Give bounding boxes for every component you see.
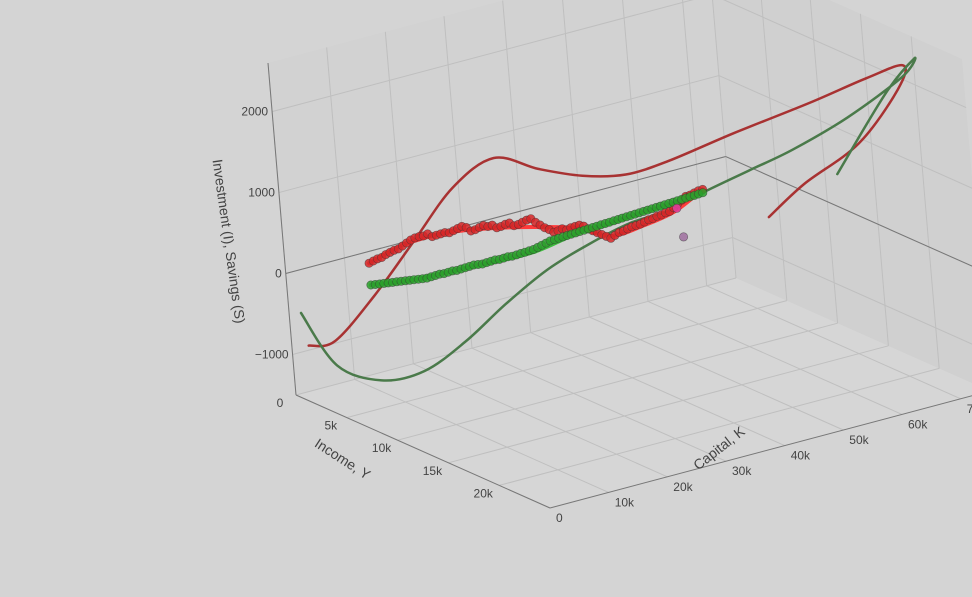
x-grid-line bbox=[859, 13, 889, 346]
y-axis-line bbox=[549, 395, 972, 509]
x-grid-line bbox=[295, 277, 737, 396]
y-grid-line bbox=[384, 31, 414, 364]
z-axis-title: Investment (I), Savings (S) bbox=[209, 158, 248, 324]
y-tick-label: 40k bbox=[791, 449, 811, 463]
y-tick-label: 20k bbox=[673, 480, 693, 494]
back-pane bbox=[268, 0, 736, 395]
z-axis-line bbox=[267, 62, 297, 396]
z-zero-line bbox=[725, 156, 972, 267]
z-tick-label: 0 bbox=[275, 267, 282, 281]
x-tick-label: 0 bbox=[277, 396, 284, 410]
axis-panes bbox=[268, 0, 972, 508]
z-zero-line bbox=[285, 156, 726, 275]
z-grid-line bbox=[271, 0, 694, 113]
y-tick-label: 10k bbox=[615, 495, 635, 509]
axis-lines bbox=[267, 62, 972, 509]
y-grid-line bbox=[502, 0, 532, 333]
y-grid-line bbox=[562, 0, 590, 318]
x-grid-line bbox=[448, 345, 889, 464]
y-grid-line bbox=[622, 0, 649, 302]
savings-point[interactable] bbox=[698, 188, 708, 198]
x-axis-title: Income, Y bbox=[312, 435, 374, 483]
highlight-point[interactable] bbox=[672, 203, 682, 213]
z-grid-line bbox=[292, 237, 733, 355]
z-tick-label: 2000 bbox=[241, 105, 268, 119]
markers-layer bbox=[364, 184, 708, 290]
z-grid-line bbox=[723, 0, 967, 109]
y-tick-label: 0 bbox=[556, 511, 563, 525]
z-tick-label: −1000 bbox=[255, 348, 289, 362]
x-grid-line bbox=[910, 36, 940, 369]
y-grid-line bbox=[682, 0, 708, 286]
x-grid-line bbox=[499, 367, 940, 486]
x-grid-line bbox=[397, 322, 838, 441]
z-tick-label: 1000 bbox=[248, 186, 275, 200]
x-tick-label: 5k bbox=[324, 419, 338, 433]
z-grid-line bbox=[278, 75, 720, 194]
z-grid-line bbox=[718, 75, 972, 189]
side-pane bbox=[712, 0, 972, 383]
x-grid-line bbox=[760, 0, 788, 301]
y-tick-label: 70k bbox=[967, 402, 972, 416]
y-tick-label: 30k bbox=[732, 464, 752, 478]
x-tick-label: 20k bbox=[474, 486, 494, 500]
y-grid-line bbox=[589, 316, 844, 431]
x-tick-label: 10k bbox=[372, 441, 392, 455]
x-tick-label: 15k bbox=[423, 464, 443, 478]
y-grid-line bbox=[647, 300, 903, 415]
y-tick-label: 50k bbox=[849, 433, 869, 447]
y-grid-line bbox=[471, 347, 727, 462]
y-tick-label: 60k bbox=[908, 417, 928, 431]
highlight-point[interactable] bbox=[679, 232, 689, 242]
y-grid-line bbox=[354, 378, 609, 493]
y-grid-line bbox=[706, 285, 961, 400]
tick-labels: 0 5k 10k 15k 20k 0 10k 20k 30k 40k 50k 60k 70k −1000 0… bbox=[241, 105, 972, 525]
x-grid-line bbox=[809, 0, 839, 324]
y-grid-line bbox=[530, 332, 785, 447]
x-grid-line bbox=[346, 300, 787, 419]
z-grid-line bbox=[732, 237, 972, 345]
x-grid-line bbox=[712, 0, 737, 279]
y-grid-line bbox=[413, 363, 668, 478]
grid-lines bbox=[267, 0, 972, 509]
investment-curve bbox=[307, 63, 907, 348]
floor-pane bbox=[296, 278, 972, 508]
x-axis-line bbox=[295, 394, 551, 509]
